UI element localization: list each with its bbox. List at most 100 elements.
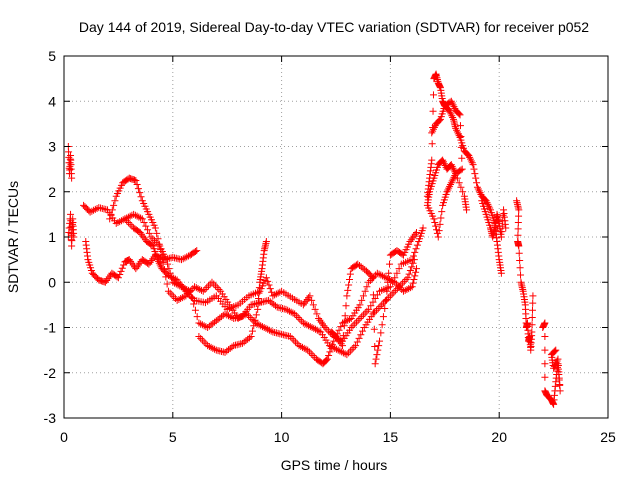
data-point-marker [361, 309, 369, 317]
data-point-marker [445, 106, 453, 114]
data-point-marker [430, 123, 438, 131]
data-point-marker [436, 116, 444, 124]
data-point-marker [528, 306, 536, 314]
data-point-marker [372, 355, 380, 363]
data-point-marker [183, 253, 191, 261]
data-point-marker [197, 320, 205, 328]
data-point-marker [262, 274, 270, 282]
data-point-marker [168, 291, 176, 299]
x-tick-label: 5 [169, 429, 177, 445]
data-point-marker [167, 274, 175, 282]
data-point-marker [191, 283, 199, 291]
data-point-marker [179, 255, 187, 263]
data-point-marker [343, 351, 351, 359]
data-point-marker [453, 128, 461, 136]
data-point-marker [309, 352, 317, 360]
data-point-marker [468, 159, 476, 167]
data-point-marker [331, 344, 339, 352]
data-point-marker [330, 331, 338, 339]
data-point-marker [401, 286, 409, 294]
series-trace-a [64, 143, 76, 182]
data-point-marker [134, 185, 142, 193]
data-point-marker [455, 132, 463, 140]
data-point-marker [136, 228, 144, 236]
data-point-marker [162, 273, 170, 281]
data-point-marker [296, 315, 304, 323]
data-point-marker [316, 316, 324, 324]
data-point-marker [555, 374, 563, 382]
data-point-marker [131, 211, 139, 219]
data-point-marker [348, 345, 356, 353]
data-point-marker [266, 285, 274, 293]
data-point-marker [223, 311, 231, 319]
data-point-marker [310, 324, 318, 332]
data-point-marker [204, 342, 212, 350]
data-point-marker [447, 179, 455, 187]
series-trace-j [423, 97, 471, 241]
data-point-marker [386, 260, 394, 268]
data-point-marker [376, 337, 384, 345]
data-point-marker [388, 290, 396, 298]
data-point-marker [457, 133, 465, 141]
data-point-marker [409, 259, 417, 267]
data-point-marker [435, 160, 443, 168]
y-tick-label: 3 [48, 139, 56, 155]
data-point-marker [370, 325, 378, 333]
data-point-marker [371, 295, 379, 303]
data-point-marker [407, 236, 415, 244]
data-point-marker [247, 333, 255, 341]
data-point-marker [434, 233, 442, 241]
data-point-marker [428, 129, 436, 137]
data-point-marker [132, 176, 140, 184]
data-point-marker [176, 282, 184, 290]
data-point-marker [428, 156, 436, 164]
data-point-marker [116, 218, 124, 226]
data-point-marker [210, 280, 218, 288]
data-point-marker [332, 333, 340, 341]
data-point-marker [404, 274, 412, 282]
data-point-marker [144, 226, 152, 234]
data-point-marker [142, 222, 150, 230]
data-point-marker [395, 283, 403, 291]
data-point-marker [406, 238, 414, 246]
data-point-marker [299, 319, 307, 327]
data-point-marker [245, 334, 253, 342]
data-point-marker [123, 214, 131, 222]
data-point-marker [336, 347, 344, 355]
data-point-marker [412, 245, 420, 253]
data-point-marker [448, 177, 456, 185]
data-point-marker [386, 283, 394, 291]
data-point-marker [136, 189, 144, 197]
data-point-marker [429, 107, 437, 115]
data-point-marker [456, 111, 464, 119]
x-tick-label: 10 [274, 429, 290, 445]
data-point-marker [358, 296, 366, 304]
data-point-marker [334, 346, 342, 354]
data-point-marker [323, 325, 331, 333]
data-point-marker [183, 285, 191, 293]
data-point-marker [313, 310, 321, 318]
data-point-marker [139, 232, 147, 240]
data-point-marker [515, 242, 523, 250]
data-point-marker [253, 320, 261, 328]
data-point-marker [191, 306, 199, 314]
data-point-marker [215, 285, 223, 293]
data-point-marker [342, 302, 350, 310]
data-point-marker [428, 140, 436, 148]
data-point-marker [290, 336, 298, 344]
data-point-marker [265, 326, 273, 334]
data-point-marker [192, 284, 200, 292]
data-point-marker [383, 295, 391, 303]
data-point-marker [374, 346, 382, 354]
data-point-marker [312, 325, 320, 333]
y-tick-label: -1 [44, 320, 57, 336]
data-point-marker [133, 181, 141, 189]
data-point-marker [114, 274, 122, 282]
data-point-marker [443, 165, 451, 173]
data-point-marker [299, 301, 307, 309]
data-point-marker [475, 187, 483, 195]
data-point-marker [409, 252, 417, 260]
data-point-marker [257, 322, 265, 330]
data-point-marker [110, 201, 118, 209]
